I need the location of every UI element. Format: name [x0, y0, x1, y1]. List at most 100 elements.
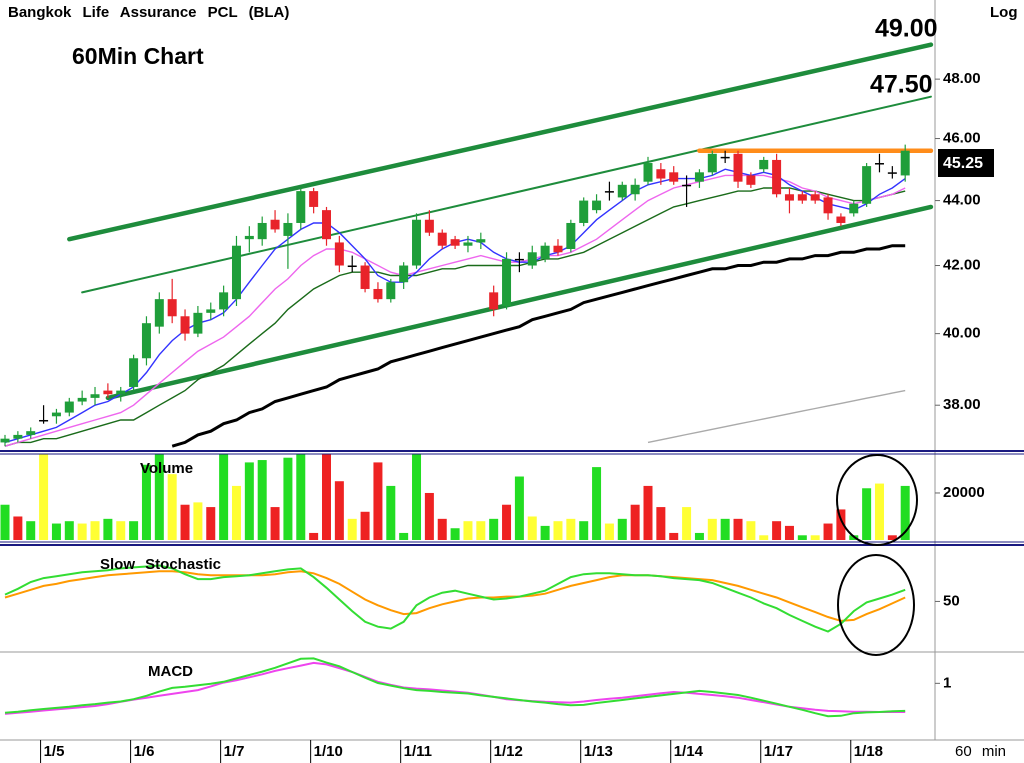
target-label: 49.00	[875, 15, 938, 43]
candle-body	[643, 163, 653, 182]
candle-body	[39, 419, 49, 422]
candle-body	[0, 438, 10, 443]
y-tick-label: 50	[943, 592, 960, 609]
chart-title: Bangkok Life Assurance PCL (BLA)	[8, 4, 289, 21]
volume-bar	[231, 485, 241, 540]
candle-body	[476, 239, 486, 243]
volume-bar	[399, 532, 409, 540]
candle-body	[772, 159, 782, 195]
axes	[0, 0, 1024, 741]
volume-bar	[604, 523, 614, 540]
candle-body	[193, 312, 203, 334]
volume-bar	[309, 532, 319, 540]
candle-body	[206, 309, 216, 313]
volume-bar	[26, 521, 36, 540]
candle-body	[759, 159, 769, 170]
volume-bar	[643, 485, 653, 540]
volume-bar	[669, 532, 679, 540]
volume-bar	[103, 518, 113, 540]
volume-bar	[90, 521, 100, 540]
volume-bar	[733, 518, 743, 540]
candle-body	[180, 316, 190, 334]
candle-body	[257, 222, 267, 240]
y-tick-label: 38.00	[943, 396, 981, 413]
volume-bar	[257, 460, 267, 540]
candle-body	[64, 401, 74, 413]
trend-line	[105, 204, 934, 401]
volume-bar	[51, 523, 61, 540]
candle-body	[13, 434, 23, 439]
volume-bar	[424, 492, 434, 540]
indicator-line	[4, 661, 906, 715]
trend-line	[81, 95, 932, 294]
volume-bar	[707, 518, 717, 540]
volume-bar	[694, 532, 704, 540]
volume-bar	[64, 521, 74, 540]
x-tick-label: 1/17	[764, 743, 793, 760]
candle-body	[797, 194, 807, 201]
candle-body	[26, 431, 36, 435]
volume-panel	[0, 454, 910, 540]
volume-bar	[141, 464, 151, 540]
candle-body	[527, 252, 537, 266]
volume-bar	[347, 518, 357, 540]
candle-body	[270, 219, 280, 230]
candle-body	[604, 191, 614, 193]
y-tick-label: 46.00	[943, 130, 981, 147]
volume-bar	[0, 504, 10, 540]
volume-bar	[154, 454, 164, 540]
candle-body	[283, 222, 293, 236]
moving-average	[647, 389, 906, 444]
volume-bar	[412, 454, 422, 540]
candle-body	[553, 245, 563, 253]
candle-body	[167, 299, 177, 317]
candle-body	[849, 203, 859, 214]
candle-body	[746, 175, 756, 185]
candle-body	[450, 239, 460, 246]
moving-average	[4, 174, 906, 447]
candle-body	[862, 166, 872, 204]
candle-body	[373, 288, 383, 300]
y-tick-label: 1	[943, 674, 951, 691]
candle-body	[682, 184, 692, 187]
x-tick-label: 1/5	[44, 743, 65, 760]
volume-bar	[810, 535, 820, 540]
volume-bar	[862, 488, 872, 540]
indicator-line	[4, 657, 906, 718]
volume-bar	[116, 521, 126, 540]
candle-body	[656, 169, 666, 179]
candle-body	[334, 242, 344, 266]
candle-body	[810, 194, 820, 201]
candle-body	[129, 358, 139, 387]
volume-bar	[900, 485, 910, 540]
candle-body	[566, 222, 576, 249]
candle-body	[231, 245, 241, 300]
candle-body	[244, 235, 254, 240]
candle-body	[707, 153, 717, 173]
candle-body	[399, 265, 409, 283]
last-price-label: 45.25	[943, 155, 983, 172]
volume-bar	[874, 483, 884, 540]
candle-body	[51, 412, 61, 417]
volume-bar	[386, 485, 396, 540]
volume-bar	[887, 535, 897, 540]
volume-bar	[656, 507, 666, 540]
y-tick-label: 40.00	[943, 325, 981, 342]
chart-subtitle: 60Min Chart	[72, 43, 204, 69]
candle-body	[900, 150, 910, 176]
candle-body	[90, 394, 100, 398]
volume-bar	[180, 504, 190, 540]
volume-bar	[514, 476, 524, 540]
candle-body	[540, 245, 550, 259]
candle-body	[463, 242, 473, 246]
candle-body	[424, 219, 434, 233]
candle-body	[514, 258, 524, 261]
x-tick-label: 1/6	[134, 743, 155, 760]
volume-bar	[502, 504, 512, 540]
candle-body	[720, 156, 730, 159]
volume-bar	[592, 467, 602, 540]
volume-bar	[566, 518, 576, 540]
y-tick-label: 42.00	[943, 256, 981, 273]
